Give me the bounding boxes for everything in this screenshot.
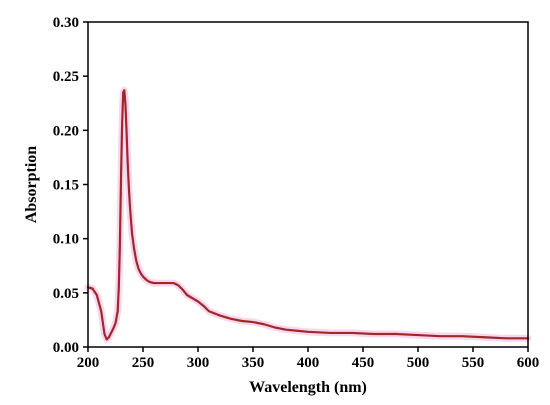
ticks: [83, 21, 529, 352]
y-tick-label: 0.00: [53, 340, 79, 356]
y-tick-label: 0.30: [53, 15, 79, 31]
y-tick-labels: 0.00 0.05 0.10 0.15 0.20 0.25 0.30: [53, 15, 79, 356]
x-tick-labels: 200 250 300 350 400 450 500 550 600: [77, 355, 540, 371]
y-tick-label: 0.25: [53, 69, 79, 85]
series-line: [86, 89, 530, 341]
x-axis-title: Wavelength (nm): [249, 379, 367, 396]
y-tick-label: 0.05: [53, 286, 79, 302]
x-tick-label: 500: [407, 355, 430, 371]
y-tick-label: 0.15: [53, 178, 79, 194]
y-tick-label: 0.20: [53, 123, 79, 139]
plot-frame: [87, 21, 529, 348]
x-tick-label: 400: [297, 355, 320, 371]
x-tick-label: 200: [77, 355, 100, 371]
x-tick-label: 600: [517, 355, 540, 371]
x-tick-label: 350: [242, 355, 265, 371]
plot-layer: [84, 86, 532, 343]
x-tick-label: 550: [462, 355, 485, 371]
y-tick-label: 0.10: [53, 232, 79, 248]
x-tick-label: 300: [187, 355, 210, 371]
x-tick-label: 250: [132, 355, 155, 371]
x-tick-label: 450: [352, 355, 375, 371]
y-axis-title: Absorption: [23, 146, 40, 223]
series-highlight: [84, 86, 532, 343]
